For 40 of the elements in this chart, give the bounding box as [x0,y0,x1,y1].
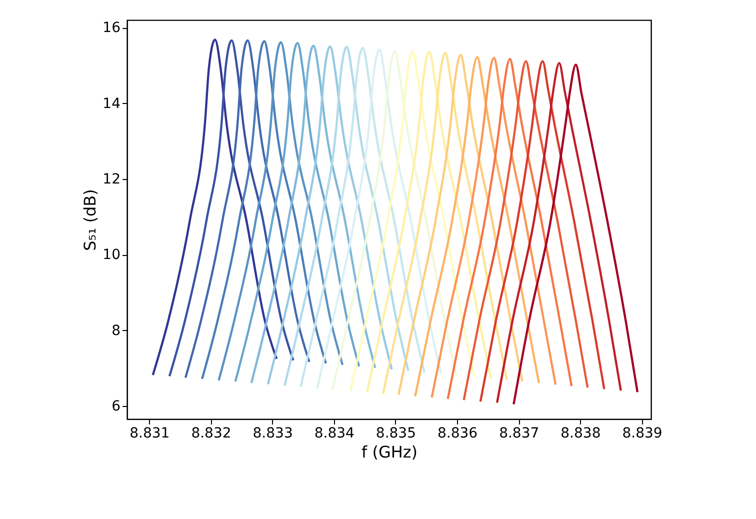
x-tick-label: 8.839 [622,426,662,442]
line-series [446,58,573,400]
y-axis-title: S₅₁ (dB) [80,189,100,251]
line-series [300,46,426,388]
line-series [479,60,606,403]
x-axis-title: f (GHz) [361,442,418,462]
line-series [382,52,508,395]
x-tick-label: 8.833 [252,426,293,442]
x-tick-label: 8.838 [560,426,601,442]
y-tick-label: 16 [102,20,121,36]
line-series [266,45,393,386]
x-tick-label: 8.836 [437,426,478,442]
line-series [462,60,589,402]
x-tick-label: 8.832 [191,426,232,442]
line-series [366,50,492,394]
line-series [496,62,622,404]
line-series [512,64,639,406]
line-series [332,50,458,391]
line-series [430,56,557,399]
y-tick-label: 6 [112,398,121,415]
x-tick-label: 8.831 [130,426,170,442]
line-series [234,42,360,383]
line-series [250,44,376,384]
line-series [152,38,278,376]
x-tick-label: 8.835 [376,426,416,442]
y-tick-label: 14 [102,96,121,112]
line-series [414,56,540,398]
y-tick-label: 8 [112,322,120,339]
line-series [316,48,442,390]
line-series [284,46,410,387]
x-tick-label: 8.834 [314,426,355,442]
x-tick-label: 8.837 [499,426,540,442]
line-series [218,41,344,382]
line-series [201,40,327,380]
y-tick-label: 12 [102,171,120,188]
y-tick-label: 10 [102,247,120,264]
line-series [349,50,476,392]
line-series [168,39,294,378]
line-series [184,39,310,379]
line-series [397,54,524,396]
